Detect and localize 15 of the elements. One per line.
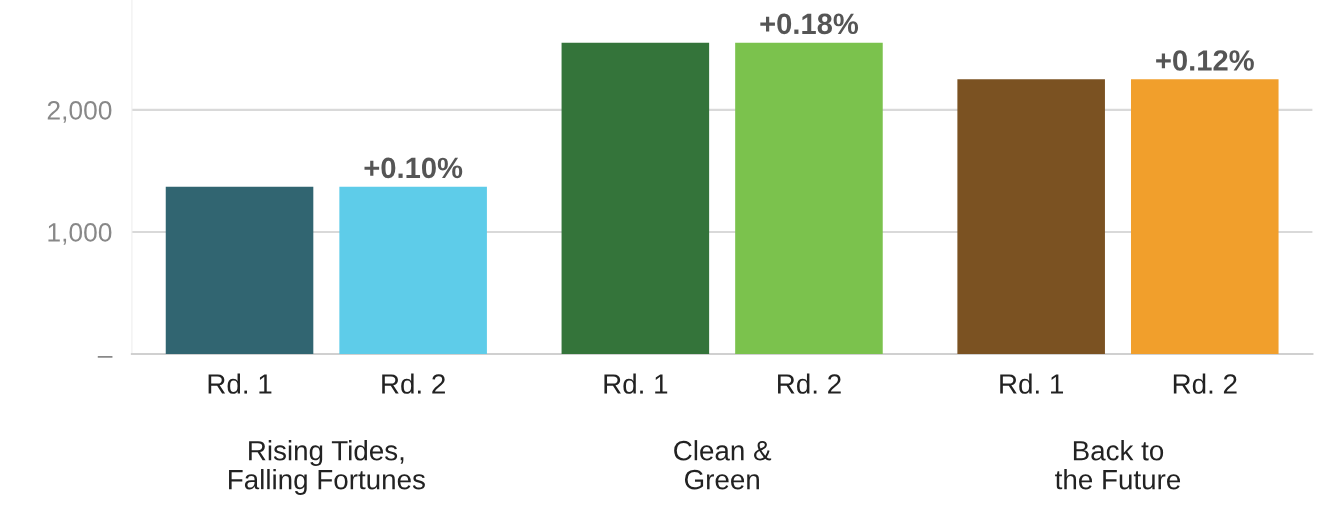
x-tick-label: Rd. 1 xyxy=(208,373,272,394)
text: Clean & Green xyxy=(674,440,772,490)
annotation: +0.10% xyxy=(364,157,463,179)
text: Back to the Future xyxy=(1055,440,1181,490)
x-tick-label: Rd. 2 xyxy=(1173,373,1237,394)
annotation: +0.18% xyxy=(760,13,859,35)
y-tick-label: – xyxy=(97,355,113,358)
x-tick-label: Rd. 1 xyxy=(1000,373,1064,394)
y-tick-label: 1,000 xyxy=(48,223,112,245)
y-tick-label: 2,000 xyxy=(47,101,112,123)
annotation: +0.12% xyxy=(1156,50,1254,71)
x-tick-label: Rd. 2 xyxy=(778,373,841,394)
x-tick-label: Rd. 2 xyxy=(382,373,445,394)
text: Rising Tides, Falling Fortunes xyxy=(229,440,425,495)
x-tick-label: Rd. 1 xyxy=(604,373,668,394)
